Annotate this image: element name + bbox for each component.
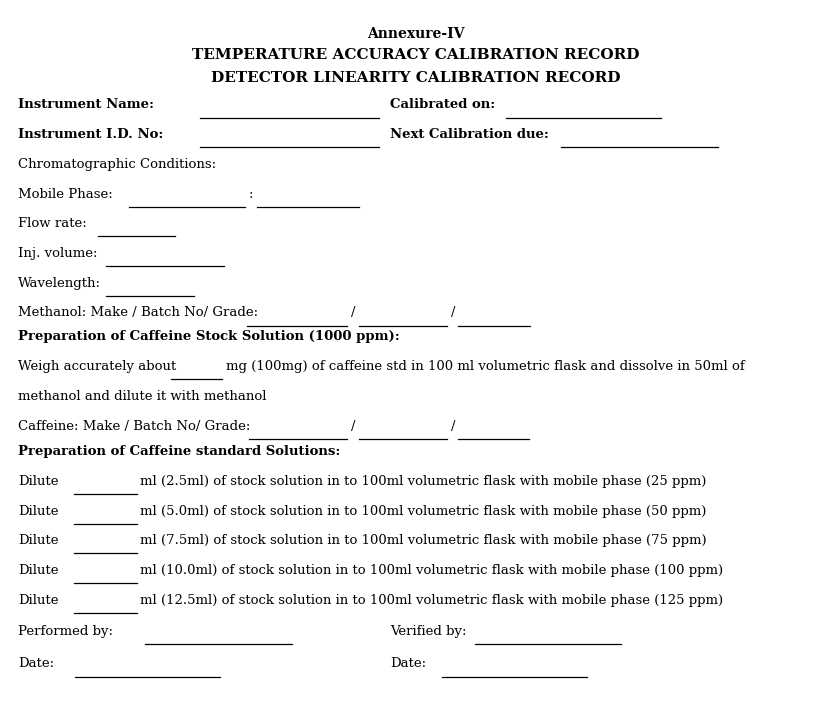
Text: /: / <box>351 419 355 432</box>
Text: Instrument Name:: Instrument Name: <box>18 98 154 111</box>
Text: Next Calibration due:: Next Calibration due: <box>390 128 549 141</box>
Text: :: : <box>249 188 254 201</box>
Text: ml (5.0ml) of stock solution in to 100ml volumetric flask with mobile phase (50 : ml (5.0ml) of stock solution in to 100ml… <box>141 505 706 518</box>
Text: ml (7.5ml) of stock solution in to 100ml volumetric flask with mobile phase (75 : ml (7.5ml) of stock solution in to 100ml… <box>141 534 707 547</box>
Text: Mobile Phase:: Mobile Phase: <box>18 188 113 201</box>
Text: /: / <box>351 306 355 319</box>
Text: methanol and dilute it with methanol: methanol and dilute it with methanol <box>18 390 266 403</box>
Text: Annexure-IV: Annexure-IV <box>367 27 465 41</box>
Text: Preparation of Caffeine standard Solutions:: Preparation of Caffeine standard Solutio… <box>18 445 340 458</box>
Text: Wavelength:: Wavelength: <box>18 277 102 290</box>
Text: Dilute: Dilute <box>18 564 58 577</box>
Text: Instrument I.D. No:: Instrument I.D. No: <box>18 128 163 141</box>
Text: mg (100mg) of caffeine std in 100 ml volumetric flask and dissolve in 50ml of: mg (100mg) of caffeine std in 100 ml vol… <box>226 360 745 373</box>
Text: Verified by:: Verified by: <box>390 625 467 638</box>
Text: Weigh accurately about: Weigh accurately about <box>18 360 176 373</box>
Text: ml (10.0ml) of stock solution in to 100ml volumetric flask with mobile phase (10: ml (10.0ml) of stock solution in to 100m… <box>141 564 724 577</box>
Text: Performed by:: Performed by: <box>18 625 113 638</box>
Text: Date:: Date: <box>18 657 54 670</box>
Text: DETECTOR LINEARITY CALIBRATION RECORD: DETECTOR LINEARITY CALIBRATION RECORD <box>211 71 621 85</box>
Text: Calibrated on:: Calibrated on: <box>390 98 495 111</box>
Text: /: / <box>451 306 456 319</box>
Text: ml (12.5ml) of stock solution in to 100ml volumetric flask with mobile phase (12: ml (12.5ml) of stock solution in to 100m… <box>141 593 724 606</box>
Text: Preparation of Caffeine Stock Solution (1000 ppm):: Preparation of Caffeine Stock Solution (… <box>18 331 400 344</box>
Text: Flow rate:: Flow rate: <box>18 217 87 230</box>
Text: Chromatographic Conditions:: Chromatographic Conditions: <box>18 158 216 171</box>
Text: Dilute: Dilute <box>18 593 58 606</box>
Text: Dilute: Dilute <box>18 505 58 518</box>
Text: Inj. volume:: Inj. volume: <box>18 247 97 260</box>
Text: Dilute: Dilute <box>18 534 58 547</box>
Text: Caffeine: Make / Batch No/ Grade:: Caffeine: Make / Batch No/ Grade: <box>18 419 250 432</box>
Text: Methanol: Make / Batch No/ Grade:: Methanol: Make / Batch No/ Grade: <box>18 306 258 319</box>
Text: Dilute: Dilute <box>18 475 58 488</box>
Text: /: / <box>451 419 456 432</box>
Text: ml (2.5ml) of stock solution in to 100ml volumetric flask with mobile phase (25 : ml (2.5ml) of stock solution in to 100ml… <box>141 475 706 488</box>
Text: TEMPERATURE ACCURACY CALIBRATION RECORD: TEMPERATURE ACCURACY CALIBRATION RECORD <box>192 48 640 62</box>
Text: Date:: Date: <box>390 657 426 670</box>
